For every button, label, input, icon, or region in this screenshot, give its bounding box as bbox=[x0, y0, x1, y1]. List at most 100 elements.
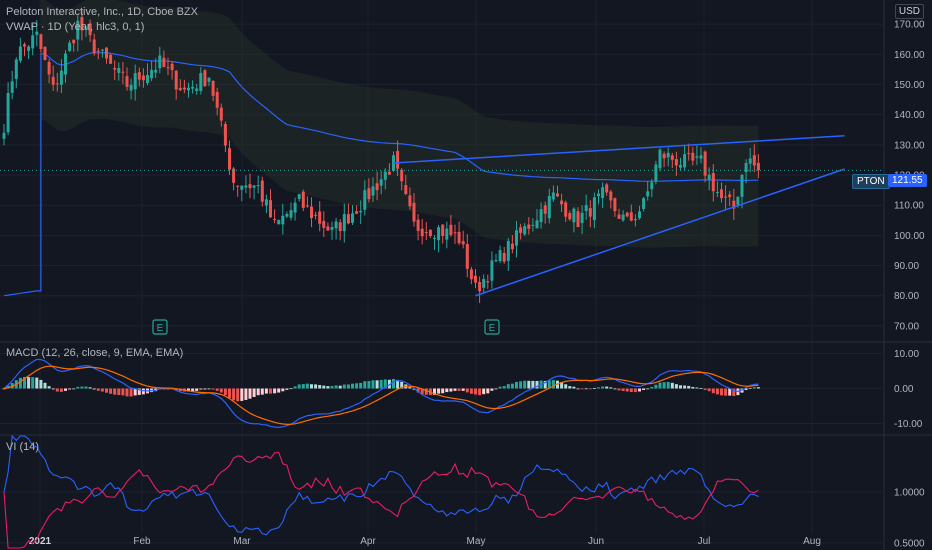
candle[interactable] bbox=[638, 205, 641, 220]
candle[interactable] bbox=[269, 189, 272, 218]
candle[interactable] bbox=[326, 222, 330, 231]
candle[interactable] bbox=[547, 188, 551, 224]
candle[interactable] bbox=[379, 170, 383, 195]
candle[interactable] bbox=[605, 182, 609, 196]
candle[interactable] bbox=[330, 221, 334, 240]
candle[interactable] bbox=[601, 182, 605, 209]
candle[interactable] bbox=[465, 234, 469, 278]
candle[interactable] bbox=[182, 79, 186, 94]
candle[interactable] bbox=[219, 103, 223, 127]
candle[interactable] bbox=[92, 33, 96, 56]
vi-minus-line[interactable] bbox=[3, 451, 759, 549]
candle[interactable] bbox=[510, 235, 514, 254]
candle[interactable] bbox=[301, 189, 305, 212]
candle[interactable] bbox=[695, 145, 699, 165]
candle[interactable] bbox=[654, 160, 658, 185]
candle[interactable] bbox=[469, 266, 473, 285]
candle[interactable] bbox=[744, 159, 748, 184]
candle[interactable] bbox=[679, 157, 682, 170]
candle[interactable] bbox=[490, 251, 494, 289]
candle[interactable] bbox=[691, 146, 695, 166]
candle[interactable] bbox=[256, 175, 260, 194]
candle[interactable] bbox=[215, 87, 219, 116]
candle[interactable] bbox=[76, 15, 80, 52]
candle[interactable] bbox=[613, 197, 617, 217]
candle[interactable] bbox=[158, 46, 162, 74]
candle[interactable] bbox=[133, 64, 137, 101]
candle[interactable] bbox=[64, 50, 67, 83]
candle[interactable] bbox=[10, 70, 14, 100]
candle[interactable] bbox=[223, 121, 227, 153]
candle[interactable] bbox=[433, 235, 436, 250]
candle[interactable] bbox=[568, 210, 572, 221]
candle[interactable] bbox=[18, 37, 22, 64]
candle[interactable] bbox=[699, 147, 703, 164]
candle[interactable] bbox=[420, 219, 424, 245]
candle[interactable] bbox=[711, 164, 715, 202]
candle[interactable] bbox=[560, 193, 564, 212]
candle[interactable] bbox=[105, 47, 108, 64]
candle[interactable] bbox=[715, 181, 719, 198]
candle[interactable] bbox=[322, 211, 326, 238]
candle[interactable] bbox=[531, 218, 535, 232]
candle[interactable] bbox=[31, 23, 35, 56]
candle[interactable] bbox=[166, 57, 170, 76]
candle[interactable] bbox=[109, 53, 113, 65]
candle[interactable] bbox=[318, 201, 322, 232]
candle[interactable] bbox=[338, 219, 342, 241]
candle[interactable] bbox=[551, 185, 555, 202]
candle[interactable] bbox=[387, 163, 391, 175]
candle[interactable] bbox=[408, 187, 412, 210]
vi-plus-line[interactable] bbox=[3, 434, 759, 536]
candle[interactable] bbox=[23, 42, 26, 57]
candle[interactable] bbox=[35, 20, 39, 47]
candle[interactable] bbox=[752, 144, 756, 173]
candle[interactable] bbox=[154, 58, 158, 79]
candle[interactable] bbox=[662, 151, 666, 168]
candle[interactable] bbox=[68, 40, 72, 52]
candle[interactable] bbox=[724, 185, 728, 210]
candle[interactable] bbox=[293, 197, 297, 221]
candle[interactable] bbox=[297, 193, 301, 202]
candle[interactable] bbox=[310, 197, 313, 228]
candle[interactable] bbox=[359, 200, 363, 225]
candle[interactable] bbox=[137, 67, 141, 87]
candle[interactable] bbox=[273, 209, 277, 224]
candle[interactable] bbox=[609, 189, 613, 209]
vi-indicator-label[interactable]: VI (14) bbox=[6, 441, 40, 453]
candle[interactable] bbox=[498, 245, 502, 264]
candle[interactable] bbox=[597, 189, 600, 205]
candle[interactable] bbox=[346, 203, 350, 225]
candle[interactable] bbox=[457, 221, 461, 246]
currency-button[interactable]: USD bbox=[894, 4, 924, 19]
candle[interactable] bbox=[748, 148, 752, 173]
candle[interactable] bbox=[14, 57, 18, 89]
earnings-marker[interactable]: E bbox=[152, 319, 168, 335]
candle[interactable] bbox=[482, 274, 486, 294]
candle[interactable] bbox=[51, 65, 55, 92]
candle[interactable] bbox=[527, 217, 531, 235]
candle[interactable] bbox=[449, 215, 453, 237]
candle[interactable] bbox=[707, 167, 711, 191]
candle[interactable] bbox=[141, 68, 145, 88]
candle[interactable] bbox=[666, 147, 670, 167]
candle[interactable] bbox=[658, 148, 662, 172]
candle[interactable] bbox=[687, 143, 691, 161]
candle[interactable] bbox=[228, 140, 231, 175]
candle[interactable] bbox=[100, 49, 104, 58]
candle[interactable] bbox=[96, 47, 100, 60]
candle[interactable] bbox=[650, 178, 654, 198]
candle[interactable] bbox=[621, 210, 625, 222]
candle[interactable] bbox=[556, 185, 559, 198]
candle[interactable] bbox=[584, 194, 588, 220]
vwap-indicator-label[interactable]: VWAP · 1D (Year, hlc3, 0, 1) bbox=[6, 21, 145, 33]
candle[interactable] bbox=[670, 152, 674, 169]
candle[interactable] bbox=[162, 50, 166, 68]
candle[interactable] bbox=[248, 173, 252, 199]
candle[interactable] bbox=[240, 185, 244, 202]
candle[interactable] bbox=[334, 217, 338, 240]
candle[interactable] bbox=[146, 63, 149, 86]
candle[interactable] bbox=[629, 204, 633, 222]
candle[interactable] bbox=[515, 221, 518, 258]
